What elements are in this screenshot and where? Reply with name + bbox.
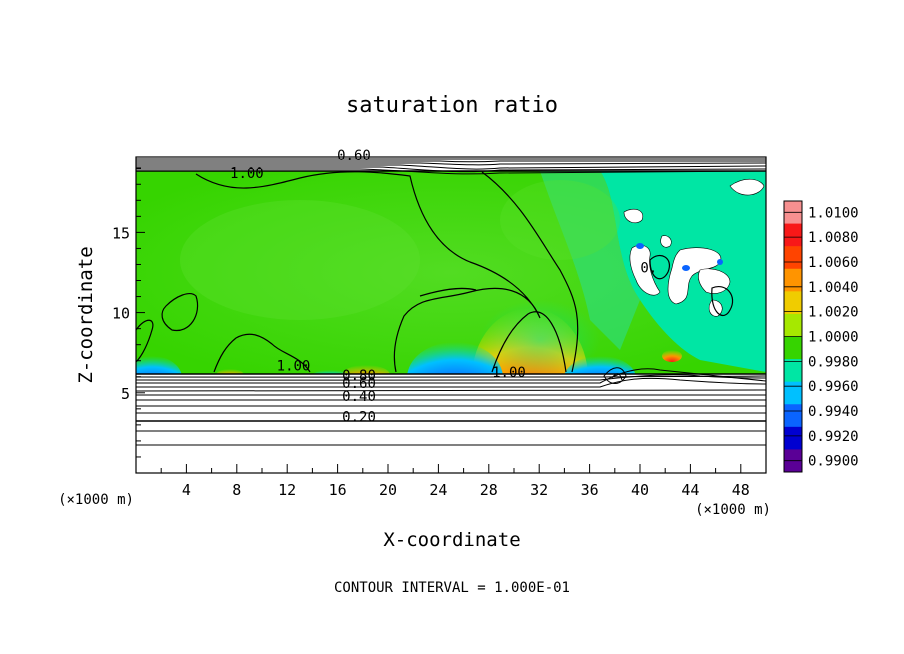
cloud-contours	[135, 171, 734, 373]
colorbar-label: 1.0100	[808, 205, 859, 221]
y-axis: 5 10 15	[112, 167, 145, 458]
colorbar-label: 0.9960	[808, 379, 859, 395]
cyan-region-right-upper	[540, 171, 640, 350]
x-tick-label: 4	[182, 481, 191, 499]
colorbar-label: 1.0000	[808, 330, 859, 346]
y-tick-label: 5	[121, 385, 130, 403]
x-unit-label-left: (×1000 m)	[58, 492, 134, 508]
colorbar-swatch	[784, 336, 802, 360]
colorbar-swatch	[784, 268, 802, 292]
contour-label: 1.00	[492, 365, 526, 381]
colorbar-label: 1.0020	[808, 305, 859, 321]
colorbar-swatch	[784, 246, 802, 270]
colorbar-swatch	[784, 359, 802, 383]
contour-label: 0.80	[342, 368, 376, 384]
x-axis: 4 8 12 16 20 24 28 32 36 40 44 48	[160, 464, 750, 499]
y-tick-label: 10	[112, 305, 130, 323]
colorbar-label: 1.0060	[808, 255, 859, 271]
colorbar-swatch	[784, 426, 802, 450]
dry-speck	[682, 265, 690, 271]
light-green-patch	[500, 180, 620, 260]
x-axis-title: X-coordinate	[383, 529, 520, 551]
dry-speck	[717, 259, 723, 265]
contour-label: 0.	[640, 260, 657, 276]
contour-label: 1.00	[230, 166, 264, 182]
x-tick-label: 16	[329, 481, 347, 499]
colorbar-label: 1.0040	[808, 280, 859, 296]
colorbar-swatch	[784, 291, 802, 315]
contour-label: 0.40	[342, 389, 376, 405]
x-tick-label: 12	[278, 481, 296, 499]
upper-contours	[136, 158, 767, 175]
x-tick-label: 40	[631, 481, 649, 499]
colorbar-swatch	[784, 381, 802, 405]
dry-speck	[636, 243, 644, 249]
contour-label: 0.60	[337, 148, 371, 164]
cyan-patch	[480, 300, 600, 374]
x-tick-label: 8	[232, 481, 241, 499]
chart-title: saturation ratio	[346, 93, 558, 118]
x-unit-label-right: (×1000 m)	[695, 502, 771, 518]
x-tick-label: 28	[480, 481, 498, 499]
colorbar-swatch	[784, 223, 802, 247]
dry-patch	[136, 356, 182, 374]
dry-patch	[312, 370, 348, 374]
clear-air-holes	[623, 178, 765, 317]
colorbar-label: 0.9980	[808, 354, 859, 370]
x-tick-label: 20	[379, 481, 397, 499]
plot-frame	[135, 156, 767, 474]
colorbar-label: 0.9940	[808, 404, 859, 420]
x-tick-label: 36	[581, 481, 599, 499]
colorbar: 1.0100 1.0080 1.0060 1.0040 1.0020 1.0000 0.99…	[783, 200, 859, 473]
light-green-patch	[180, 200, 420, 320]
dry-patch	[407, 342, 503, 374]
colorbar-label: 0.9920	[808, 429, 859, 445]
contour-label: 0.20	[342, 410, 376, 426]
contour-interval-footer: CONTOUR INTERVAL = 1.000E-01	[334, 580, 570, 596]
x-tick-label: 24	[429, 481, 447, 499]
y-axis-title: Z-coordinate	[75, 246, 97, 383]
colorbar-label: 1.0080	[808, 230, 859, 246]
colorbar-label: 0.9900	[808, 454, 859, 470]
contour-labels: 0.601.001.000.800.600.400.201.000.	[230, 148, 657, 426]
contour-label: 0.60	[342, 376, 376, 392]
colorbar-swatch	[784, 313, 802, 337]
warm-patch	[216, 369, 244, 374]
colorbar-swatch	[784, 404, 802, 428]
warm-patch	[662, 350, 682, 362]
lower-contours	[135, 367, 767, 446]
plot-field: 0.601.001.000.800.600.400.201.000.	[135, 148, 767, 474]
contour-label: 1.00	[277, 358, 311, 374]
x-tick-label: 32	[530, 481, 548, 499]
y-tick-label: 15	[112, 224, 130, 242]
x-tick-label: 44	[681, 481, 699, 499]
x-tick-label: 48	[732, 481, 750, 499]
warm-patch	[342, 365, 390, 374]
